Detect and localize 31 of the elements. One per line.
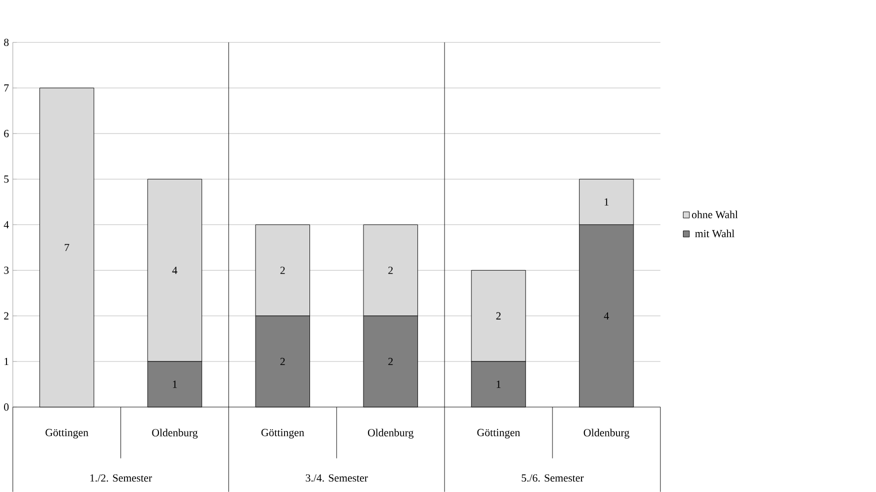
y-tick-label: 6 [4, 130, 9, 138]
y-tick-label: 2 [4, 312, 8, 320]
x-tick-label: Göttingen [477, 428, 520, 438]
text: 3./4. Semester [306, 474, 368, 482]
data-label: 2 [388, 266, 393, 274]
y-tick-label: 3 [4, 266, 9, 274]
legend-label: mit Wahl [695, 230, 734, 238]
data-label: 2 [280, 266, 285, 274]
data-label: 2 [388, 358, 393, 366]
x-tick-label: Göttingen [261, 428, 304, 438]
x-tick-label: Oldenburg [584, 428, 630, 439]
data-label: 2 [280, 358, 285, 366]
data-label: 1 [604, 198, 609, 206]
data-label: 4 [604, 312, 609, 320]
y-tick-label: 7 [4, 84, 9, 92]
text: 5./6. Semester [522, 474, 584, 482]
data-label: 7 [64, 244, 70, 252]
data-label: 1 [496, 380, 501, 388]
legend-label: ohne Wahl [692, 210, 738, 218]
data-label: 4 [172, 266, 178, 274]
data-label: 2 [496, 312, 501, 320]
x-tick-label: Oldenburg [368, 428, 414, 439]
y-tick-label: 1 [4, 358, 8, 366]
data-label: 1 [172, 380, 177, 388]
y-tick-label: 4 [4, 221, 9, 228]
x-tick-label: Göttingen [46, 428, 88, 438]
y-tick-label: 0 [4, 403, 9, 411]
text: 1./2. Semester [90, 474, 152, 482]
x-tick-label: Oldenburg [152, 428, 198, 439]
y-tick-label: 5 [4, 176, 9, 183]
y-tick-label: 8 [4, 38, 9, 46]
